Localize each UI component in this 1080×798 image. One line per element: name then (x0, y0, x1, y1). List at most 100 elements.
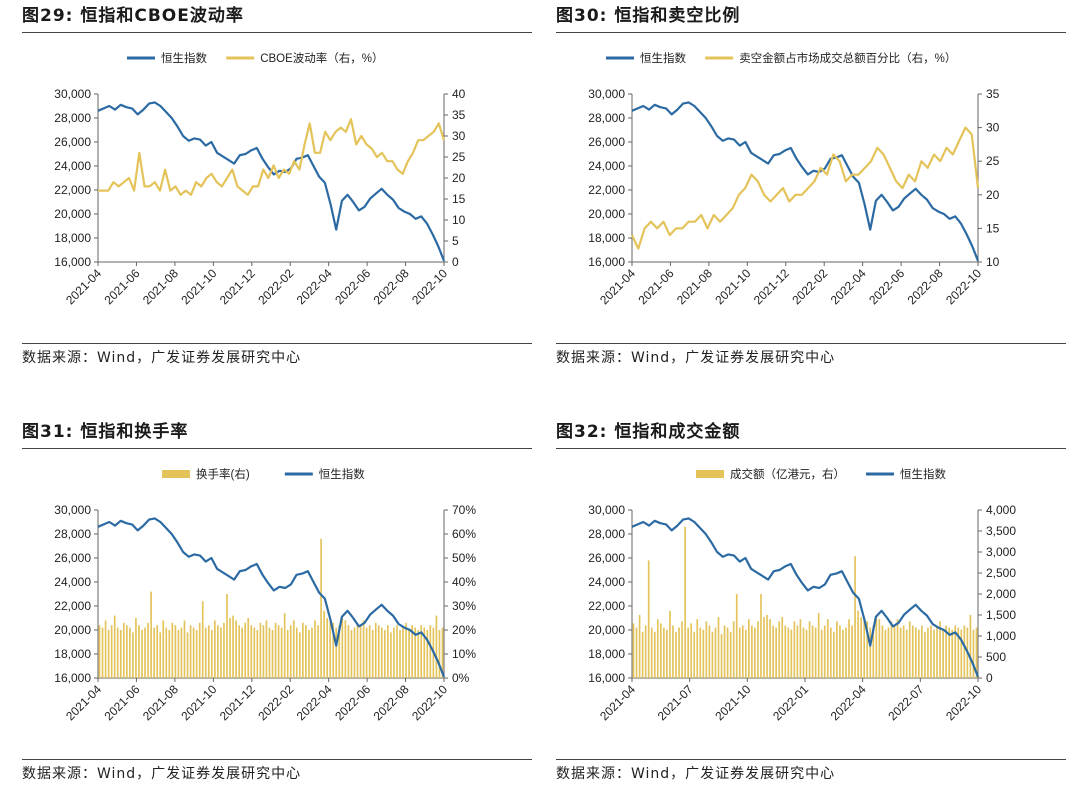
bar (171, 622, 174, 678)
bar (857, 610, 859, 678)
bar (741, 625, 744, 678)
chart-title: 图31: 恒指和换手率 (22, 422, 189, 442)
x-tick-label: 2021-12 (751, 266, 792, 307)
bar (832, 631, 835, 678)
bar (405, 622, 407, 678)
bar (663, 627, 665, 678)
bar (942, 629, 944, 678)
legend-label: 卖空金额占市场成交总额百分比（右，%） (739, 51, 956, 65)
y-tick-label-left: 24,000 (54, 575, 91, 589)
bar (125, 625, 128, 678)
bar (335, 627, 338, 678)
bar (975, 627, 978, 678)
bar (775, 627, 778, 678)
legend-label: 成交额（亿港元，右） (730, 467, 845, 481)
x-tick-label: 2022-02 (789, 266, 830, 307)
x-tick-label: 2022-10 (943, 682, 984, 723)
bar (210, 630, 213, 678)
y-tick-label-right: 0% (452, 671, 470, 685)
y-tick-label-left: 18,000 (54, 231, 91, 245)
bar (177, 630, 180, 678)
x-tick-label: 2021-08 (674, 266, 715, 307)
bar (954, 625, 957, 678)
bar (165, 627, 168, 678)
bar (672, 625, 674, 678)
bar (256, 630, 259, 678)
bar (893, 625, 896, 678)
bar (826, 619, 829, 678)
bar (914, 627, 917, 678)
bar (845, 627, 847, 678)
bar (229, 618, 231, 678)
bar (241, 627, 244, 678)
bar (298, 632, 301, 678)
source-note: 数据来源：Wind，广发证券发展研究中心 (22, 350, 302, 366)
bar (924, 631, 926, 678)
bar (347, 625, 350, 678)
bar (329, 620, 332, 678)
bar (751, 625, 753, 678)
bar (332, 622, 335, 678)
x-tick-label: 2022-02 (255, 682, 296, 723)
y-tick-label-left: 26,000 (54, 551, 91, 565)
bar (383, 630, 386, 678)
bar (438, 630, 441, 678)
bar (945, 625, 947, 678)
bar (387, 625, 389, 678)
bar (280, 627, 283, 678)
y-tick-label-right: 500 (986, 650, 1006, 664)
bar (705, 621, 708, 678)
bar (836, 621, 838, 678)
y-tick-label-left: 16,000 (588, 255, 625, 269)
series-line (97, 101, 446, 262)
bar (896, 619, 899, 678)
bar (414, 627, 417, 678)
bar (122, 622, 125, 678)
bar (693, 631, 696, 678)
chart-title: 图30: 恒指和卖空比例 (556, 6, 741, 26)
bar (308, 630, 310, 678)
series-line (631, 517, 980, 678)
bar (787, 627, 790, 678)
legend-swatch (696, 470, 724, 478)
bar (666, 629, 668, 678)
chart-title: 图32: 恒指和成交金额 (556, 422, 741, 442)
bar (320, 538, 322, 678)
y-tick-label-right: 2,500 (986, 566, 1016, 580)
bar (435, 615, 438, 678)
y-tick-label-right: 10 (986, 255, 1000, 269)
bar (675, 631, 677, 678)
bar (714, 627, 717, 678)
bar (147, 622, 149, 678)
y-tick-label-left: 30,000 (54, 503, 91, 517)
bar (198, 622, 201, 678)
bar (338, 625, 341, 678)
bar (150, 591, 152, 678)
footer-rule (556, 759, 1066, 760)
y-tick-label-right: 10 (452, 213, 466, 227)
legend-label: 恒生指数 (319, 467, 365, 481)
bar (684, 526, 686, 678)
bar (927, 627, 929, 678)
bar (441, 627, 444, 678)
bar (377, 625, 380, 678)
y-tick-label-right: 1,500 (986, 608, 1016, 622)
y-tick-label-right: 70% (452, 503, 476, 517)
bar (772, 625, 774, 678)
bar (796, 625, 799, 678)
bar (411, 625, 413, 678)
y-tick-label-right: 50% (452, 551, 476, 565)
bar (253, 627, 256, 678)
y-tick-label-right: 15 (452, 192, 466, 206)
bar (408, 630, 410, 678)
x-tick-label: 2021-04 (597, 266, 638, 307)
bar (180, 627, 183, 678)
y-tick-label-right: 20 (986, 188, 1000, 202)
x-tick-label: 2021-08 (140, 266, 181, 307)
bar (393, 627, 395, 678)
bar (702, 629, 705, 678)
bar (890, 621, 893, 678)
y-tick-label-left: 20,000 (588, 207, 625, 221)
bar (238, 625, 240, 678)
bar (153, 627, 155, 678)
